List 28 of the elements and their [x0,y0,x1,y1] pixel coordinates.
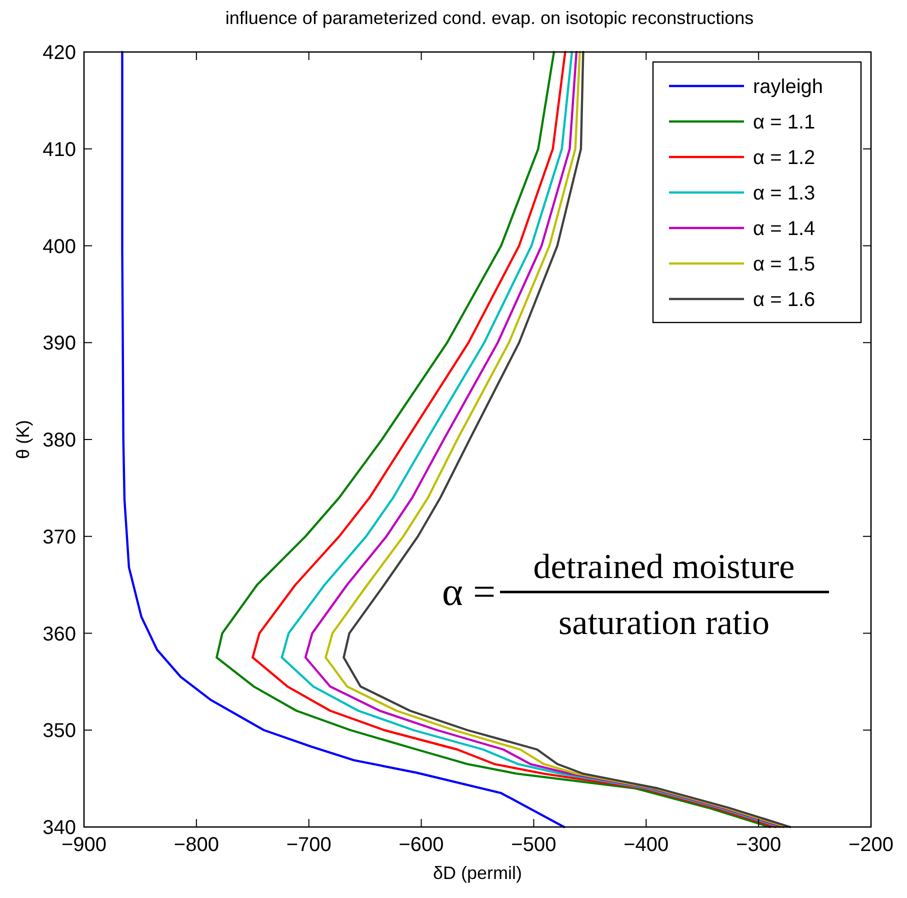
x-axis-title: δD (permil) [432,863,522,883]
y-tick-label: 390 [42,332,76,355]
y-tick-label: 400 [42,236,76,258]
y-tick-label: 420 [42,42,76,64]
y-tick-label: 370 [42,526,76,548]
x-tick-label: −800 [174,834,219,856]
x-tick-label: −700 [286,834,332,856]
y-axis-title: θ (K) [13,420,33,460]
y-tick-label: 360 [42,623,76,646]
annotation: saturation ratio [558,603,770,642]
y-tick-label: 410 [42,138,76,161]
x-tick-label: −400 [624,834,669,856]
legend-label: α = 1.4 [753,218,816,240]
x-tick-label: −500 [511,834,556,856]
x-tick-label: −600 [398,834,444,856]
legend-label: α = 1.6 [753,289,816,311]
chart-title: influence of parameterized cond. evap. on isotopic reconstructions [225,8,754,28]
x-tick-label: −300 [736,834,782,856]
legend-label: α = 1.3 [753,182,816,204]
annotation: α = [442,569,496,614]
y-tick-label: 350 [42,720,76,742]
legend-label: α = 1.2 [753,147,816,169]
legend-label: α = 1.1 [753,112,816,134]
legend-label: α = 1.5 [753,254,816,276]
y-tick-label: 380 [42,430,76,452]
legend-label: rayleigh [753,76,824,98]
annotation: detrained moisture [533,547,795,586]
x-tick-label: −200 [848,834,894,856]
